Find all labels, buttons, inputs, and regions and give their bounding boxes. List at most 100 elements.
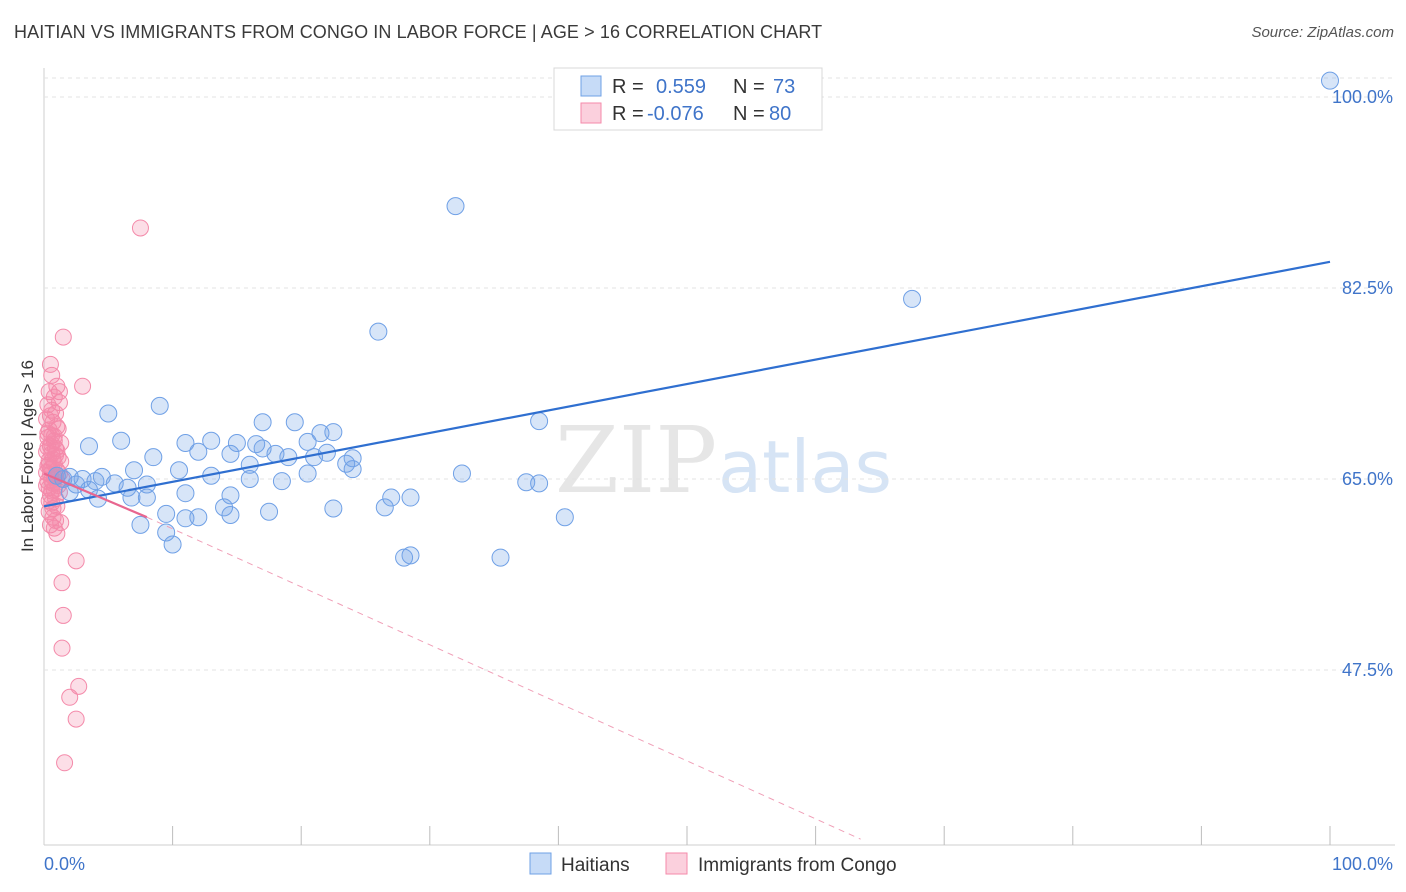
congo-point-56 (61, 688, 79, 706)
haitian-point-51 (343, 460, 362, 479)
haitian-point-54 (530, 474, 549, 493)
y-axis-tick-labels: 47.5% 65.0% 82.5% 100.0% (1332, 87, 1393, 680)
legend-bottom: Haitians Immigrants from Congo (529, 852, 897, 876)
haitian-point-21 (221, 444, 240, 463)
congo-point-50 (48, 525, 66, 543)
haitian-point-29 (125, 461, 144, 480)
gridlines (44, 77, 1395, 671)
haitian-point-57 (324, 499, 343, 518)
x-tick-label-min: 0.0% (44, 854, 85, 874)
haitian-point-65 (163, 535, 182, 554)
legend-n-label-1: N = (733, 76, 765, 98)
x-tick-label-max: 100.0% (1332, 854, 1393, 874)
haitian-point-70 (260, 502, 279, 521)
haitian-point-7 (253, 413, 272, 432)
legend-top: R = 0.559 N = 73 R = -0.076 N = 80 (553, 67, 823, 131)
y-tick-label-65: 65.0% (1342, 469, 1393, 489)
haitian-point-68 (491, 548, 510, 567)
haitian-point-1 (446, 197, 465, 216)
congo-trendline-solid (43, 472, 148, 519)
legend-r-label-2: R = (612, 103, 644, 125)
haitian-point-60 (157, 504, 176, 523)
haitian-point-30 (170, 461, 189, 480)
haitian-point-18 (80, 437, 99, 456)
haitian-point-50 (240, 470, 259, 488)
congo-point-52 (53, 574, 71, 592)
congo-point-51 (67, 552, 85, 570)
haitian-point-10 (324, 423, 343, 442)
haitian-point-72 (131, 515, 150, 534)
haitian-point-53 (517, 473, 536, 492)
congo-point-74 (52, 453, 70, 471)
haitian-point-62 (555, 508, 574, 527)
haitian-point-67 (401, 546, 420, 565)
haitian-point-71 (189, 508, 208, 527)
haitian-point-6 (99, 404, 118, 423)
haitian-point-63 (221, 506, 240, 525)
haitian-point-25 (279, 448, 298, 467)
haitian-point-52 (452, 464, 471, 483)
haitians-trendline (43, 260, 1331, 508)
haitian-point-45 (137, 488, 156, 507)
legend-r-label-1: R = (612, 76, 644, 98)
haitian-point-4 (530, 412, 549, 431)
legend-swatch-congo (580, 102, 602, 124)
watermark: ZIP atlas (555, 407, 892, 514)
congo-point-53 (54, 606, 72, 624)
legend-swatch-haitians (580, 75, 602, 97)
congo-trendline-dashed (146, 516, 861, 840)
haitian-point-55 (382, 488, 401, 507)
haitian-point-9 (298, 432, 317, 451)
haitian-point-61 (176, 509, 195, 528)
haitian-points (47, 71, 1339, 567)
haitian-point-49 (298, 464, 317, 483)
chart-title: HAITIAN VS IMMIGRANTS FROM CONGO IN LABO… (14, 22, 823, 42)
haitian-point-0 (1321, 71, 1339, 90)
congo-point-57 (67, 710, 85, 728)
y-tick-label-82.5: 82.5% (1342, 278, 1393, 298)
legend-n-label-2: N = (733, 103, 765, 125)
legend-n-value-1: 73 (773, 76, 795, 98)
legend-r-value-2: -0.076 (647, 103, 704, 125)
congo-point-54 (53, 639, 71, 657)
haitian-point-3 (369, 322, 388, 341)
haitian-point-56 (401, 488, 420, 507)
haitian-point-17 (112, 431, 131, 450)
congo-point-2 (41, 355, 59, 373)
bottom-legend-swatch-haitians (529, 852, 552, 875)
haitian-point-46 (176, 484, 195, 503)
congo-point-67 (49, 420, 67, 438)
y-tick-label-100: 100.0% (1332, 87, 1393, 107)
trendlines (43, 260, 1331, 840)
watermark-atlas: atlas (718, 425, 892, 509)
legend-n-value-2: 80 (769, 103, 791, 125)
congo-point-73 (47, 511, 65, 529)
legend-r-value-1: 0.559 (656, 76, 706, 98)
congo-point-55 (70, 677, 88, 695)
congo-point-77 (40, 492, 58, 510)
x-axis-ticks (172, 826, 1331, 845)
congo-point-0 (131, 219, 149, 237)
congo-point-79 (43, 435, 61, 453)
haitian-point-5 (150, 396, 169, 415)
haitian-point-59 (215, 498, 234, 517)
congo-point-58 (56, 754, 74, 772)
haitian-point-48 (272, 472, 291, 491)
congo-point-1 (54, 328, 72, 346)
congo-point-8 (74, 377, 92, 395)
bottom-legend-congo: Immigrants from Congo (698, 855, 897, 876)
chart-source: Source: ZipAtlas.com (1251, 24, 1394, 41)
haitian-point-16 (176, 433, 195, 452)
haitian-point-11 (311, 424, 330, 443)
congo-point-6 (40, 383, 58, 401)
bottom-legend-haitians: Haitians (561, 855, 630, 876)
haitian-point-20 (189, 442, 208, 461)
haitian-point-66 (395, 548, 414, 567)
bottom-legend-swatch-congo (665, 852, 688, 875)
haitian-point-58 (375, 498, 394, 517)
haitian-point-12 (202, 431, 221, 450)
congo-point-60 (41, 407, 59, 425)
haitian-point-8 (285, 413, 304, 432)
watermark-zip: ZIP (555, 407, 717, 514)
